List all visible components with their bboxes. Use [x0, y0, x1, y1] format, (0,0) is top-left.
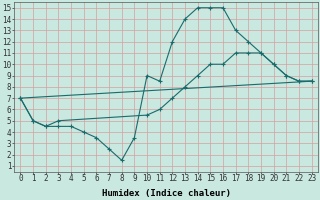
- X-axis label: Humidex (Indice chaleur): Humidex (Indice chaleur): [101, 189, 230, 198]
